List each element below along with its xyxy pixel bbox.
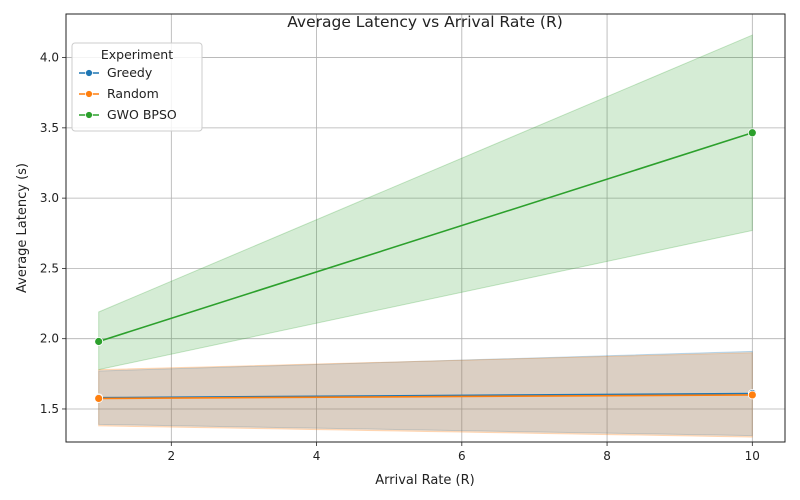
gwo-bpso-confidence-band <box>98 34 753 371</box>
series-markers <box>94 128 757 403</box>
gwo-bpso-point <box>747 128 757 138</box>
y-axis-ticks: 1.5 2.0 2.5 3.0 3.5 4.0 <box>40 51 66 416</box>
greedy-confidence-band <box>98 350 753 437</box>
legend-label-random: Random <box>107 86 159 101</box>
legend-marker-random <box>85 90 93 98</box>
legend-items: Greedy Random GWO BPSO <box>79 65 177 122</box>
legend-label-greedy: Greedy <box>107 65 153 80</box>
y-tick-label: 4.0 <box>40 51 59 65</box>
legend-marker-gwo-bpso <box>85 111 93 119</box>
y-tick-label: 3.0 <box>40 191 59 205</box>
x-axis-ticks: 2 4 6 8 10 <box>167 442 760 463</box>
gwo-bpso-line <box>98 132 753 343</box>
legend-box <box>71 42 203 132</box>
greedy-line <box>98 392 753 399</box>
x-axis-title: Arrival Rate (R) <box>375 473 475 488</box>
random-point <box>747 390 757 400</box>
x-tick-label: 4 <box>313 449 321 463</box>
y-tick-label: 1.5 <box>40 402 59 416</box>
x-tick-label: 2 <box>167 449 175 463</box>
legend: Experiment Greedy Random GWO BPSO <box>71 42 203 132</box>
y-tick-label: 3.5 <box>40 121 59 135</box>
random-line <box>98 394 753 400</box>
legend-marker-greedy <box>85 69 93 77</box>
x-tick-label: 10 <box>745 449 760 463</box>
y-tick-label: 2.0 <box>40 332 59 346</box>
gwo-bpso-point <box>94 337 104 346</box>
legend-label-gwo-bpso: GWO BPSO <box>107 107 177 122</box>
y-tick-label: 2.5 <box>40 261 59 275</box>
x-tick-label: 8 <box>603 449 611 463</box>
series-lines <box>98 132 753 400</box>
chart-title: Average Latency vs Arrival Rate (R) <box>287 13 563 31</box>
legend-title: Experiment <box>101 47 173 62</box>
y-axis-title: Average Latency (s) <box>15 163 30 293</box>
random-point <box>94 394 104 403</box>
plot-frame <box>65 13 786 443</box>
x-tick-label: 6 <box>458 449 466 463</box>
